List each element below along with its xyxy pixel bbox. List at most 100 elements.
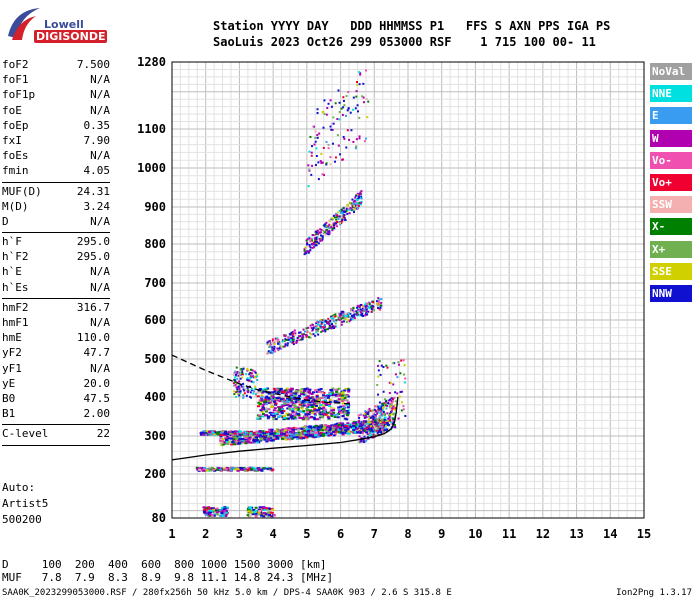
echo-point [296, 336, 299, 339]
echo-point [306, 388, 310, 391]
echo-point [402, 373, 405, 376]
echo-point [204, 513, 208, 516]
echo-point [394, 426, 397, 429]
echo-point [341, 215, 344, 218]
param-group-confidence: C-level 22 [2, 427, 110, 442]
echo-point [383, 429, 386, 432]
param-name: foF1 [2, 73, 29, 87]
chart-lines [171, 354, 399, 461]
echo-point [382, 431, 385, 434]
echo-point [328, 434, 332, 437]
echo-point [373, 309, 376, 312]
echo-point [245, 435, 249, 438]
echo-point [242, 438, 246, 441]
echo-point [333, 414, 337, 417]
echo-point [268, 513, 272, 516]
echo-point [280, 398, 284, 401]
echo-point [316, 108, 319, 111]
x-tick-label: 12 [536, 527, 550, 541]
echo-point [362, 96, 365, 99]
echo-point [347, 91, 350, 94]
x-tick-label: 15 [637, 527, 651, 541]
echo-point [254, 512, 258, 515]
echo-point [291, 417, 295, 420]
echo-point [353, 204, 356, 207]
echo-point [371, 412, 374, 415]
echo-point [264, 396, 268, 399]
echo-point [197, 469, 201, 472]
echo-point [394, 407, 397, 410]
echo-point [342, 99, 345, 102]
echo-point [326, 320, 329, 323]
echo-point [308, 401, 312, 404]
echo-point [271, 398, 275, 401]
echo-point [365, 431, 368, 434]
echo-point [235, 391, 238, 394]
echo-point [377, 307, 380, 310]
echo-point [308, 392, 312, 395]
echo-point [327, 425, 331, 428]
echo-point [241, 431, 245, 434]
echo-point [331, 392, 335, 395]
echo-point [279, 406, 283, 409]
echo-point [248, 468, 252, 471]
echo-point [370, 426, 373, 429]
echo-point [290, 337, 293, 340]
echo-point [366, 433, 369, 436]
echo-point [314, 163, 317, 166]
echo-point [303, 333, 306, 336]
echo-point [270, 393, 274, 396]
echo-point [285, 338, 288, 341]
echo-point [221, 510, 225, 513]
echo-point [293, 407, 297, 410]
echo-point [334, 388, 338, 391]
echo-point [307, 429, 311, 432]
echo-point [305, 335, 308, 338]
echo-point [365, 310, 368, 313]
legend-item: NoVal [650, 63, 692, 80]
echo-point [315, 328, 318, 331]
echo-point [335, 218, 338, 221]
echo-point [338, 318, 341, 321]
echo-point [390, 397, 393, 400]
echo-point [359, 308, 362, 311]
echo-point [345, 314, 348, 317]
echo-point [345, 114, 348, 117]
echo-point [288, 398, 292, 401]
echo-point [237, 441, 241, 444]
echo-point [319, 403, 323, 406]
echo-point [326, 396, 330, 399]
echo-point [338, 118, 341, 121]
echo-point [360, 200, 363, 203]
echo-point [377, 364, 380, 367]
echo-point [316, 136, 319, 139]
echo-point [358, 416, 361, 419]
echo-point [397, 361, 400, 364]
echo-point [339, 312, 342, 315]
echo-point [329, 325, 332, 328]
echo-point [369, 423, 373, 426]
echo-point [331, 399, 335, 402]
legend-item: X- [650, 218, 692, 236]
echo-point [379, 421, 382, 424]
param-name: hmE [2, 331, 22, 345]
echo-point [356, 195, 359, 198]
echo-point [305, 408, 309, 411]
echo-point [273, 347, 276, 350]
echo-point [354, 428, 358, 431]
echo-point [305, 430, 309, 433]
echo-point [303, 249, 306, 252]
echo-point [386, 422, 389, 425]
echo-point [361, 95, 364, 98]
echo-point [265, 430, 269, 433]
echo-point [348, 320, 351, 323]
echo-point [303, 431, 307, 434]
echo-point [240, 367, 243, 370]
echo-point [282, 410, 286, 413]
echo-point [224, 510, 228, 513]
echo-point [362, 430, 366, 433]
echo-point [342, 215, 345, 218]
echo-point [308, 169, 311, 172]
echo-point [300, 404, 304, 407]
echo-point [342, 310, 345, 313]
